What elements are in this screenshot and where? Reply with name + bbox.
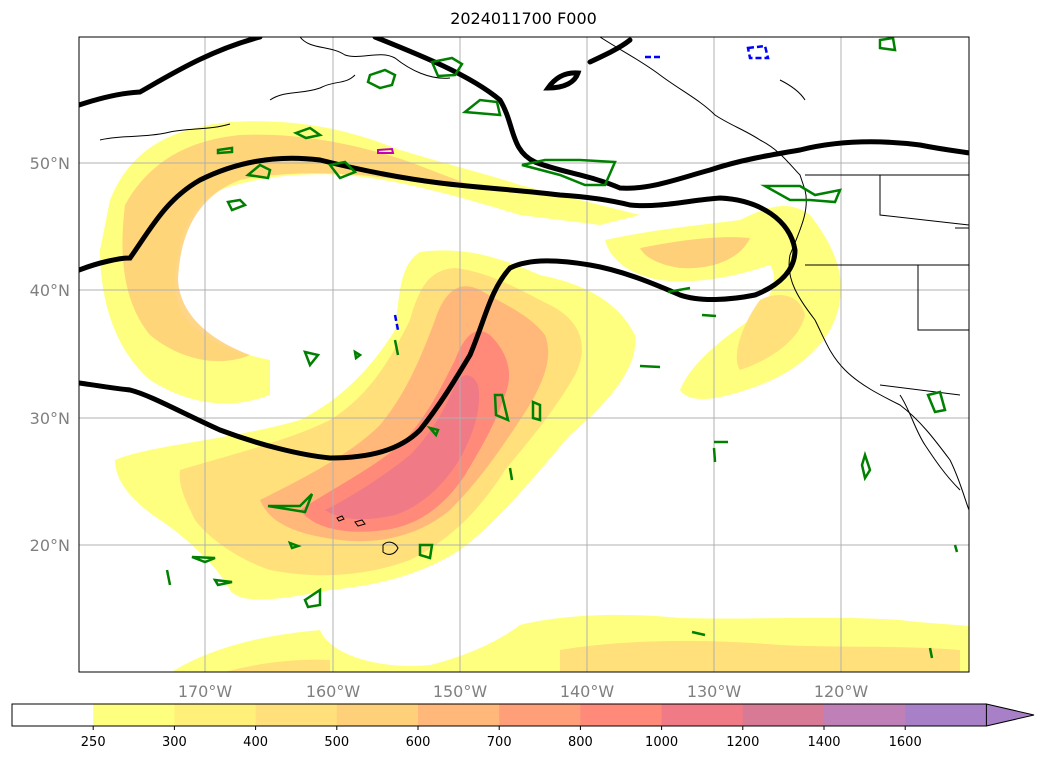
ivt-plume-1000 (325, 375, 480, 520)
colorbar-tick-label: 1400 (807, 735, 840, 750)
ivt-shading (100, 121, 969, 672)
coastlines (99, 37, 969, 555)
colorbar-segment (255, 704, 338, 726)
magenta-contour (377, 147, 395, 154)
lat-label-30n: 30°N (30, 409, 70, 428)
lon-label-120w: 120°W (814, 682, 869, 701)
blue-contours (393, 44, 770, 331)
lon-label-170w: 170°W (178, 682, 233, 701)
colorbar-tick-label: 300 (162, 735, 187, 750)
colorbar-tick-label: 1200 (726, 735, 759, 750)
colorbar-tick-label: 800 (568, 735, 593, 750)
colorbar-segment (174, 704, 257, 726)
colorbar-segment (905, 704, 987, 726)
colorbar-tick-label: 600 (406, 735, 431, 750)
ivt-band-east-core2 (736, 295, 805, 370)
colorbar-segment (336, 704, 419, 726)
map-title: 2024011700 F000 (450, 9, 597, 28)
colorbar-segment (824, 704, 906, 726)
colorbar-segment (661, 704, 744, 726)
colorbar-tick-label: 500 (324, 735, 349, 750)
colorbar-segment (418, 704, 500, 726)
colorbar-tick-label: 400 (243, 735, 268, 750)
colorbar-segment (499, 704, 581, 726)
colorbar-segment (12, 704, 94, 726)
ivt-band-east-core (640, 237, 750, 269)
colorbar-tick-label: 1600 (889, 735, 922, 750)
lon-label-130w: 130°W (687, 682, 742, 701)
lon-label-140w: 140°W (560, 682, 615, 701)
colorbar-segment (580, 704, 663, 726)
colorbar-segment (93, 704, 175, 726)
lat-label-50n: 50°N (30, 154, 70, 173)
black-contours (79, 37, 969, 461)
colorbar-extend-arrow (985, 703, 1035, 727)
lat-label-20n: 20°N (30, 536, 70, 555)
gridlines (79, 37, 969, 672)
green-contours (165, 37, 959, 659)
lat-label-40n: 40°N (30, 281, 70, 300)
map-frame (78, 36, 970, 673)
colorbar-tick-label: 700 (487, 735, 512, 750)
map-area (79, 37, 969, 672)
ivt-band-north-core (122, 134, 470, 362)
colorbar-segment (742, 704, 825, 726)
lon-label-160w: 160°W (306, 682, 361, 701)
colorbar: 250 300 400 500 600 700 800 1000 1200 1400 1600 (11, 703, 1035, 750)
ivt-band-south-core (225, 640, 960, 672)
colorbar-tick-label: 1000 (645, 735, 678, 750)
colorbar-tick-label: 250 (81, 735, 106, 750)
lon-label-150w: 150°W (433, 682, 488, 701)
